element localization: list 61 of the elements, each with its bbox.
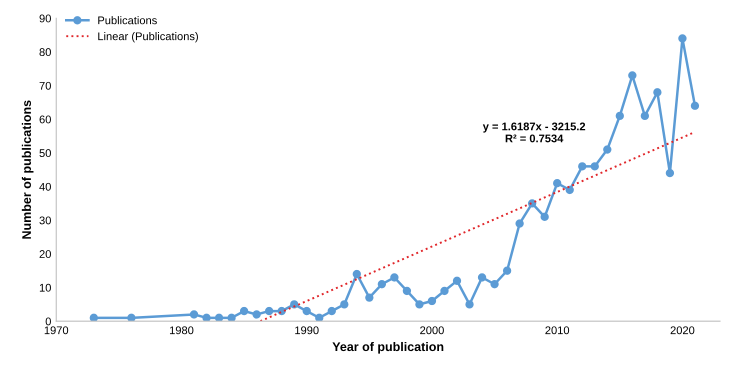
point <box>628 71 636 80</box>
point <box>315 314 324 322</box>
point <box>202 314 211 322</box>
point <box>452 276 462 285</box>
y-tick-label: 20 <box>40 250 51 258</box>
point <box>478 273 486 282</box>
point <box>578 162 586 171</box>
point <box>553 179 562 188</box>
point <box>302 306 311 316</box>
legend-label: Linear (Publications) <box>98 32 198 42</box>
point <box>428 296 436 306</box>
y-tick-label: 90 <box>40 14 51 22</box>
y-axis-title: Number of publications <box>22 100 34 239</box>
point <box>365 293 374 302</box>
point <box>678 34 687 43</box>
point <box>415 300 424 309</box>
point <box>340 300 348 309</box>
x-tick-label: 2000 <box>420 326 444 334</box>
y-tick-label: 50 <box>39 149 51 158</box>
legend-label: Publications <box>98 16 157 24</box>
point <box>90 314 98 322</box>
point <box>690 102 700 110</box>
point <box>465 300 474 309</box>
point <box>352 270 361 278</box>
point <box>390 273 399 282</box>
point <box>540 212 549 222</box>
point <box>440 286 449 296</box>
y-tick-label: 30 <box>39 216 51 224</box>
point <box>227 314 236 322</box>
point <box>328 306 336 316</box>
point <box>402 286 412 296</box>
x-tick-label: 2020 <box>670 326 694 334</box>
point <box>127 314 136 322</box>
x-tick-label: 1980 <box>170 326 194 334</box>
point <box>240 306 248 316</box>
point <box>214 314 224 322</box>
y-tick-label: 0 <box>46 317 51 326</box>
y-tick-label: 60 <box>40 116 51 124</box>
x-tick-label: 2010 <box>545 326 570 334</box>
point <box>640 112 650 120</box>
y-tick-label: 40 <box>39 182 51 191</box>
y-tick-label: 10 <box>40 284 51 292</box>
point <box>603 145 612 154</box>
annotation: y = 1.6187x - 3215.2 R² = 0.7534 <box>482 122 586 142</box>
point <box>252 310 261 319</box>
point <box>616 112 624 120</box>
point <box>666 168 674 178</box>
x-tick-label: 1970 <box>44 326 68 334</box>
point <box>653 88 662 96</box>
point <box>566 186 574 194</box>
point <box>490 280 499 288</box>
point <box>378 280 386 288</box>
point <box>515 219 524 228</box>
point <box>190 310 198 319</box>
y-tick-label: 80 <box>40 48 51 56</box>
point <box>502 266 512 275</box>
point <box>264 306 274 316</box>
y-tick-label: 70 <box>40 82 51 90</box>
point <box>590 162 599 171</box>
x-tick-label: 1990 <box>295 326 319 334</box>
x-axis-title: Year of publication <box>332 342 444 354</box>
